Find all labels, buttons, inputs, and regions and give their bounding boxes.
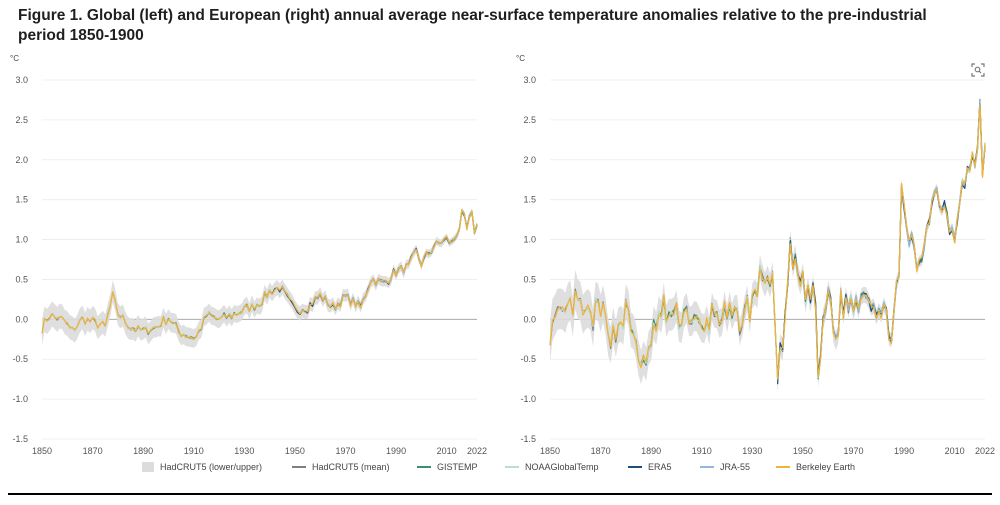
y-axis-unit: °C	[516, 54, 525, 63]
legend-label: NOAAGlobalTemp	[525, 462, 599, 472]
legend-swatch	[505, 466, 519, 468]
y-axis-unit: °C	[10, 54, 19, 63]
x-tick-label: 2010	[945, 446, 965, 456]
x-tick-label: 1950	[793, 446, 813, 456]
legend-item-gistemp[interactable]: GISTEMP	[417, 462, 478, 472]
legend-label: JRA-55	[720, 462, 751, 472]
x-tick-label: 1910	[184, 446, 204, 456]
x-tick-label: 1990	[386, 446, 406, 456]
series-line-jra-55	[314, 210, 478, 309]
y-tick-label: 0.5	[15, 274, 28, 284]
y-tick-label: -1.0	[520, 394, 536, 404]
legend-label: GISTEMP	[437, 462, 478, 472]
x-tick-label: 1870	[83, 446, 103, 456]
x-tick-label: 2022	[467, 446, 487, 456]
x-tick-label: 1890	[641, 446, 661, 456]
y-tick-label: 3.0	[15, 75, 28, 85]
legend-swatch	[776, 466, 790, 468]
x-tick-label: 1910	[692, 446, 712, 456]
legend-item-era5[interactable]: ERA5	[628, 462, 672, 472]
legend-item-hadcrut5-mean[interactable]: HadCRUT5 (mean)	[292, 462, 390, 472]
expand-button[interactable]	[968, 60, 988, 80]
hadcrut5-uncertainty-band	[42, 207, 477, 348]
y-tick-label: 2.0	[15, 155, 28, 165]
x-tick-label: 1950	[285, 446, 305, 456]
legend-label: HadCRUT5 (mean)	[312, 462, 390, 472]
x-tick-label: 1930	[234, 446, 254, 456]
x-tick-label: 1990	[894, 446, 914, 456]
x-tick-label: 1850	[540, 446, 560, 456]
series-line-era5	[269, 210, 478, 315]
y-tick-label: -1.5	[12, 434, 28, 444]
x-tick-label: 2010	[437, 446, 457, 456]
series-line-berkeley-earth	[41, 209, 478, 340]
series-line-berkeley-earth	[549, 104, 986, 380]
y-tick-label: 2.0	[523, 155, 536, 165]
y-tick-label: 0.0	[523, 314, 536, 324]
bottom-rule	[8, 493, 992, 495]
legend-swatch	[292, 466, 306, 468]
y-tick-label: 2.5	[15, 115, 28, 125]
legend-item-hadcrut5-band[interactable]: HadCRUT5 (lower/upper)	[142, 462, 262, 472]
x-tick-label: 1850	[32, 446, 52, 456]
x-tick-label: 1890	[133, 446, 153, 456]
legend-swatch	[628, 466, 642, 468]
expand-icon	[971, 63, 985, 77]
x-tick-label: 1970	[335, 446, 355, 456]
legend-swatch	[142, 462, 154, 472]
y-tick-label: 2.5	[523, 115, 536, 125]
y-tick-label: 0.0	[15, 314, 28, 324]
y-tick-label: 0.5	[523, 274, 536, 284]
y-tick-label: 1.5	[15, 195, 28, 205]
legend: HadCRUT5 (lower/upper) HadCRUT5 (mean) G…	[0, 462, 1000, 482]
series-line-era5	[777, 101, 986, 385]
legend-label: HadCRUT5 (lower/upper)	[160, 462, 263, 472]
x-tick-label: 1930	[742, 446, 762, 456]
y-tick-label: -0.5	[520, 354, 536, 364]
y-tick-label: 1.0	[15, 235, 28, 245]
y-tick-label: 1.5	[523, 195, 536, 205]
legend-item-jra55[interactable]: JRA-55	[700, 462, 750, 472]
legend-label: ERA5	[648, 462, 672, 472]
y-tick-label: 3.0	[523, 75, 536, 85]
legend-label: Berkeley Earth	[796, 462, 856, 472]
legend-item-noaaglobaltemp[interactable]: NOAAGlobalTemp	[505, 462, 599, 472]
y-tick-label: 1.0	[523, 235, 536, 245]
x-tick-label: 2022	[975, 446, 995, 456]
hadcrut5-uncertainty-band	[550, 98, 985, 393]
x-tick-label: 1870	[591, 446, 611, 456]
legend-swatch	[417, 466, 431, 468]
legend-swatch	[700, 466, 714, 468]
figure-title: Figure 1. Global (left) and European (ri…	[18, 7, 927, 44]
y-tick-label: -1.0	[12, 394, 28, 404]
x-tick-label: 1970	[843, 446, 863, 456]
y-tick-label: -1.5	[520, 434, 536, 444]
y-tick-label: -0.5	[12, 354, 28, 364]
legend-item-berkeley-earth[interactable]: Berkeley Earth	[776, 462, 855, 472]
